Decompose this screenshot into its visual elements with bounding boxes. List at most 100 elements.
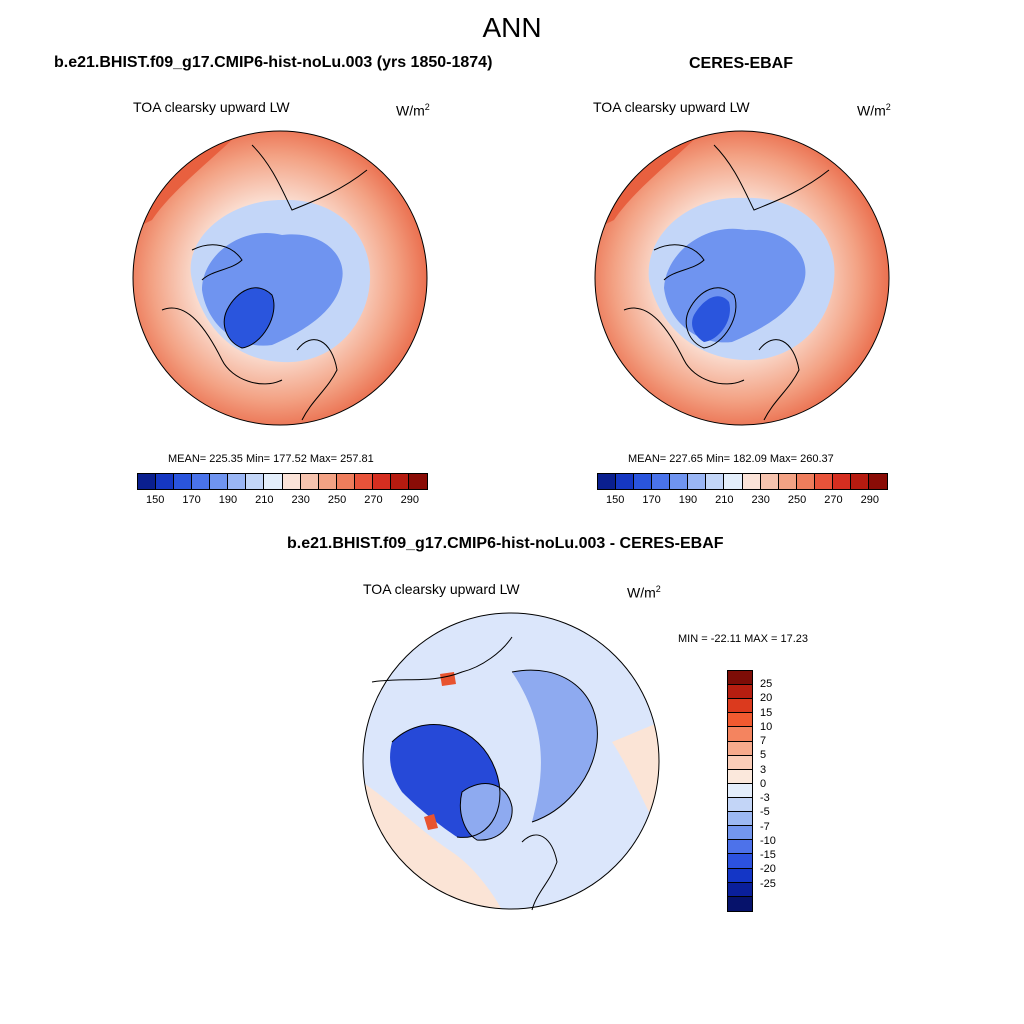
colorbar-tick-label: 10 [760,720,773,733]
colorbar-segment [264,474,283,489]
colorbar-segment [688,474,707,489]
region-mid-blue-greenland [460,783,513,841]
panel-2-variable-label: TOA clearsky upward LW [593,99,750,115]
colorbar-segment [192,474,211,489]
colorbar-tick-label: 7 [760,735,767,748]
colorbar-segment [728,812,752,827]
colorbar-tick-label: 250 [327,494,347,506]
panel-2-stats: MEAN= 227.65 Min= 182.09 Max= 260.37 [628,453,834,465]
colorbar-segment [138,474,157,489]
colorbar-segment [728,755,752,770]
colorbar-segment [372,474,391,489]
colorbar-segment [728,685,752,700]
colorbar-segment [728,854,752,869]
region-pale-right [612,722,659,832]
colorbar-tick-label: 5 [760,749,767,762]
panel-3-variable-label: TOA clearsky upward LW [363,581,520,597]
colorbar-segment [728,868,752,883]
colorbar-segment [634,474,653,489]
colorbar-segment [868,474,887,489]
panel-2-polar-map [594,130,890,426]
colorbar-segment [408,474,427,489]
colorbar-segment [728,797,752,813]
region-greenland-low [224,287,274,348]
colorbar-segment [246,474,265,489]
coastlines [161,144,368,421]
region-red-patch [440,672,456,686]
panel-1-stats: MEAN= 225.35 Min= 177.52 Max= 257.81 [168,453,374,465]
colorbar-tick-label: 210 [715,494,734,506]
colorbar-tick-label: 150 [146,494,165,506]
colorbar-segment [832,474,851,489]
region-greenland-low [692,296,730,342]
colorbar-tick-label: 210 [255,494,274,506]
colorbar-segment [728,840,752,855]
colorbar-segment [724,474,743,489]
colorbar-segment [210,474,229,489]
colorbar-tick-label: 290 [400,494,419,506]
colorbar-segment [814,474,833,489]
colorbar-segment [742,474,761,489]
colorbar-tick-label: 270 [824,494,843,506]
panel-2-units: W/m2 [857,102,891,119]
colorbar-segment [652,474,671,489]
colorbar-tick-label: 290 [860,494,879,506]
colorbar-tick-label: -3 [760,792,770,805]
colorbar-segment [670,474,689,489]
colorbar-segment [728,769,752,784]
colorbar-tick-label: 150 [606,494,625,506]
colorbar-segment [336,474,355,489]
colorbar-tick-label: 190 [678,494,698,506]
panel-2-colorbar [597,473,888,490]
colorbar-segment [282,474,301,489]
colorbar-segment [728,896,752,911]
colorbar-tick-label: 250 [787,494,807,506]
region-red-patch-2 [424,814,438,830]
colorbar-tick-label: 190 [218,494,238,506]
colorbar-tick-label: 25 [760,678,773,691]
region-mid-blue-right [512,670,598,822]
colorbar-tick-label: 3 [760,763,767,776]
colorbar-segment [728,783,752,798]
panel-3-title: b.e21.BHIST.f09_g17.CMIP6-hist-noLu.003 … [287,535,724,552]
colorbar-segment [728,741,752,756]
panel-1-title: b.e21.BHIST.f09_g17.CMIP6-hist-noLu.003 … [54,54,493,71]
colorbar-tick-label: -7 [760,820,770,833]
colorbar-tick-label: -25 [760,877,776,890]
colorbar-tick-label: 20 [760,692,773,705]
panel-1-colorbar-ticks: 150 170 190 210 230 250 270 290 [137,494,426,508]
main-title: ANN [482,12,542,43]
colorbar-segment [796,474,815,489]
panel-3-stats: MIN = -22.11 MAX = 17.23 [678,633,809,645]
colorbar-segment [778,474,797,489]
panel-2-colorbar-ticks: 150 170 190 210 230 250 270 290 [597,494,886,508]
colorbar-segment [706,474,725,489]
coastlines [623,144,830,421]
colorbar-segment [850,474,869,489]
colorbar-segment [728,882,752,897]
colorbar-tick-label: 170 [642,494,661,506]
colorbar-tick-label: 270 [364,494,383,506]
colorbar-segment [728,713,752,728]
panel-3-polar-map [362,612,660,911]
colorbar-tick-label: -10 [760,834,776,847]
colorbar-segment [728,727,752,742]
colorbar-segment [354,474,373,489]
colorbar-tick-label: -5 [760,806,770,819]
colorbar-segment [390,474,409,489]
colorbar-tick-label: 230 [751,494,770,506]
panel-3-units: W/m2 [627,584,661,601]
colorbar-segment [728,671,752,686]
panel-3-colorbar [727,670,753,912]
colorbar-segment [174,474,193,489]
panel-2-title: CERES-EBAF [689,55,794,72]
colorbar-segment [728,699,752,714]
colorbar-segment [616,474,635,489]
colorbar-tick-label: -20 [760,863,776,876]
colorbar-tick-label: 230 [291,494,310,506]
colorbar-tick-label: 15 [760,706,773,719]
colorbar-segment [156,474,175,489]
colorbar-segment [300,474,319,489]
colorbar-tick-label: -15 [760,849,776,862]
colorbar-tick-label: 0 [760,777,767,790]
